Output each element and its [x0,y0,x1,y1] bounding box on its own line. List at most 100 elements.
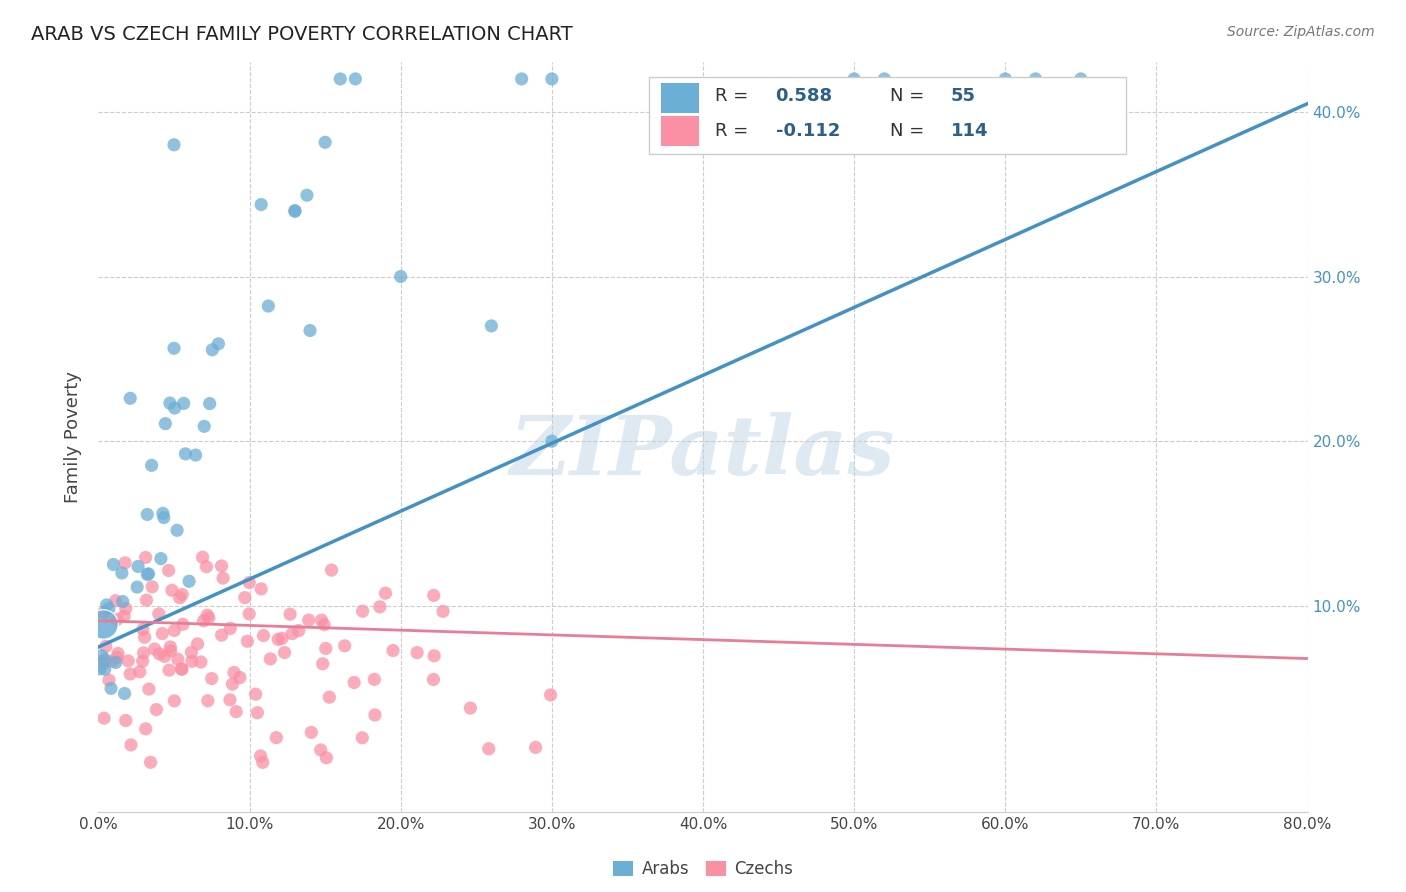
Point [139,756,162,770]
Point [333,639,356,653]
Point [138,682,160,697]
Point [93,657,115,671]
Point [422,673,444,687]
Point [163,624,186,638]
Point [246,706,269,720]
Point [163,137,186,152]
Point [127,559,149,574]
Point [382,643,405,657]
Point [169,591,191,605]
Point [343,675,366,690]
Point [540,688,562,702]
Point [389,269,412,284]
Point [180,645,202,659]
Point [250,197,273,211]
Point [252,756,274,770]
Point [298,613,321,627]
Point [368,599,391,614]
Point [170,662,193,676]
Point [120,667,142,681]
Point [524,740,547,755]
Point [159,396,181,410]
Point [90,648,112,663]
Point [157,564,180,578]
Point [103,558,125,572]
Text: 114: 114 [950,122,988,140]
Point [510,71,533,86]
Point [994,71,1017,86]
Point [540,434,562,449]
Text: 0.588: 0.588 [776,87,832,105]
Point [89,662,111,676]
Point [155,417,177,431]
Point [160,583,183,598]
Point [212,571,235,585]
Point [312,657,335,671]
Point [174,447,197,461]
Point [364,708,387,723]
Text: R =: R = [716,87,754,105]
Text: N =: N = [890,87,931,105]
Point [201,343,224,357]
Point [163,341,186,355]
Point [159,640,181,654]
Point [238,607,260,621]
Point [207,336,229,351]
Point [93,711,115,725]
Point [329,71,352,86]
Y-axis label: Family Poverty: Family Poverty [65,371,83,503]
Text: -0.112: -0.112 [776,122,839,140]
Point [131,654,153,668]
Point [249,749,271,764]
Point [135,722,157,736]
Point [187,637,209,651]
Point [287,624,309,638]
Point [170,662,193,676]
Point [94,652,117,666]
Point [97,673,120,687]
Text: N =: N = [890,122,931,140]
Point [281,626,304,640]
Point [352,604,374,618]
Point [406,646,429,660]
Point [93,662,115,676]
Point [238,575,260,590]
Point [250,582,273,596]
Point [478,741,501,756]
Point [481,318,503,333]
Point [159,644,181,658]
Point [105,650,128,665]
Point [153,510,176,524]
Point [93,606,115,620]
Point [148,647,170,661]
Point [284,203,307,218]
Point [107,647,129,661]
Point [114,686,136,700]
Point [344,71,367,86]
Point [844,71,866,86]
Point [120,738,142,752]
Point [157,663,180,677]
Point [173,396,195,410]
Point [117,654,139,668]
Point [1024,71,1046,86]
Point [111,594,134,608]
Point [141,458,163,473]
Point [132,623,155,637]
Point [94,640,117,654]
Point [284,204,307,219]
Point [267,632,290,647]
Point [180,654,202,668]
Point [134,630,156,644]
Point [136,567,159,582]
Point [195,608,218,623]
Point [132,646,155,660]
Point [432,604,454,618]
Point [363,673,385,687]
Point [152,507,174,521]
Point [112,609,135,624]
Point [191,550,214,565]
Point [193,419,215,434]
FancyBboxPatch shape [661,83,699,112]
Point [97,601,120,615]
